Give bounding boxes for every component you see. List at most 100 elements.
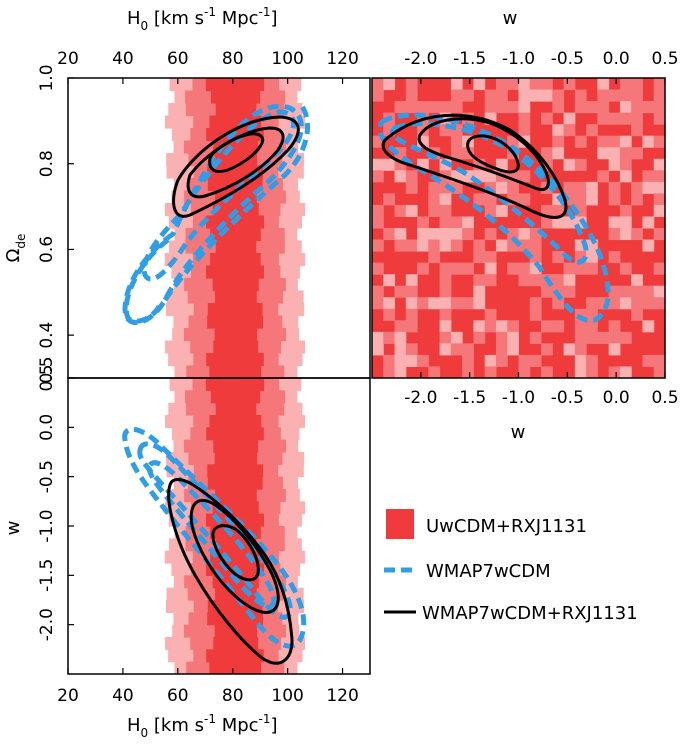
probability-cell [405, 101, 418, 114]
top-right-w-axis-label: w [503, 8, 518, 29]
probability-cell [574, 135, 587, 148]
probability-cell [631, 112, 643, 125]
probability-cell [574, 308, 587, 321]
probability-cell [462, 89, 474, 102]
probability-cell [631, 297, 643, 310]
probability-cell [473, 297, 486, 310]
probability-cell [495, 204, 508, 217]
probability-cell [541, 216, 553, 229]
probability-cell [574, 343, 587, 356]
probability-cell [631, 308, 643, 321]
probability-cell [563, 216, 576, 229]
probability-cell [507, 181, 519, 194]
probability-cell [653, 285, 665, 298]
probability-cell [372, 285, 384, 298]
probability-cell [450, 135, 463, 148]
probability-cell [518, 193, 531, 206]
probability-cell [417, 262, 429, 275]
probability-cell [484, 89, 497, 102]
probability-cell [608, 135, 621, 148]
probability-cell [417, 101, 429, 114]
probability-cell [383, 228, 396, 241]
probability-cell [484, 354, 497, 367]
probability-cell [372, 204, 384, 217]
probability-cell [608, 158, 621, 171]
probability-cell [653, 193, 665, 206]
probability-cell [462, 366, 474, 378]
probability-cell [473, 320, 486, 333]
probability-cell [518, 170, 531, 183]
probability-band-cell [205, 265, 265, 279]
probability-cell [608, 228, 621, 241]
combined-solid-contour-inner [211, 524, 260, 582]
probability-cell [574, 204, 587, 217]
probability-cell [405, 204, 418, 217]
probability-cell [631, 285, 643, 298]
w-left-tick-label: -2.0 [37, 608, 57, 641]
legend-label-combined: WMAP7wCDM+RXJ1131 [422, 603, 638, 624]
probability-cell [563, 181, 576, 194]
probability-cell [586, 181, 598, 194]
probability-cell [372, 297, 384, 310]
probability-cell [619, 135, 632, 148]
probability-cell [541, 366, 553, 378]
probability-cell [563, 158, 576, 171]
probability-cell [586, 193, 598, 206]
probability-cell [405, 274, 418, 287]
wmap7-dashed-contour-wide [123, 102, 311, 324]
omega-tick-label: 0.5 [37, 356, 57, 383]
probability-cell [563, 285, 576, 298]
probability-cell [473, 285, 486, 298]
probability-cell [631, 274, 643, 287]
probability-cell [428, 297, 441, 310]
probability-cell [619, 89, 632, 102]
probability-cell [405, 89, 418, 102]
probability-cell [608, 89, 621, 102]
probability-cell [653, 181, 665, 194]
probability-cell [439, 239, 452, 252]
probability-cell [653, 354, 665, 367]
probability-cell [495, 239, 508, 252]
probability-cell [417, 228, 429, 241]
probability-cell [372, 331, 384, 344]
probability-cell [383, 193, 396, 206]
probability-cell [383, 331, 396, 344]
probability-cell [518, 112, 531, 125]
probability-band-cell [205, 78, 265, 92]
probability-cell [405, 239, 418, 252]
probability-cell [586, 251, 598, 264]
probability-cell [631, 89, 643, 102]
probability-cell [518, 239, 531, 252]
probability-cell [642, 297, 655, 310]
probability-cell [631, 147, 643, 160]
probability-cell [653, 366, 665, 378]
probability-cell [529, 297, 542, 310]
probability-cell [552, 251, 565, 264]
omega-tick-label: 0.6 [37, 236, 57, 263]
probability-cell [417, 297, 429, 310]
probability-band-cell [206, 353, 264, 367]
probability-cell [507, 331, 519, 344]
w-bottom-tick-label: 0.0 [603, 388, 630, 408]
h0-top-tick-label: 100 [271, 49, 303, 69]
probability-cell [383, 274, 396, 287]
probability-band-cell [215, 290, 257, 304]
probability-cell [597, 297, 610, 310]
probability-cell [450, 147, 463, 160]
legend-label-wmap7: WMAP7wCDM [426, 561, 551, 582]
probability-cell [541, 112, 553, 125]
probability-cell [394, 101, 407, 114]
probability-cell [428, 193, 441, 206]
w-top-tick-label: -0.5 [551, 49, 584, 69]
probability-cell [541, 204, 553, 217]
probability-cell [552, 204, 565, 217]
probability-cell [653, 101, 665, 114]
probability-cell [619, 204, 632, 217]
wmap7-dashed-contour-outer [122, 426, 307, 649]
probability-band-cell [215, 190, 257, 204]
probability-cell [619, 228, 632, 241]
probability-cell [428, 366, 441, 378]
h0-bottom-tick-label: 100 [271, 686, 303, 706]
probability-cell [642, 170, 655, 183]
probability-cell [608, 112, 621, 125]
